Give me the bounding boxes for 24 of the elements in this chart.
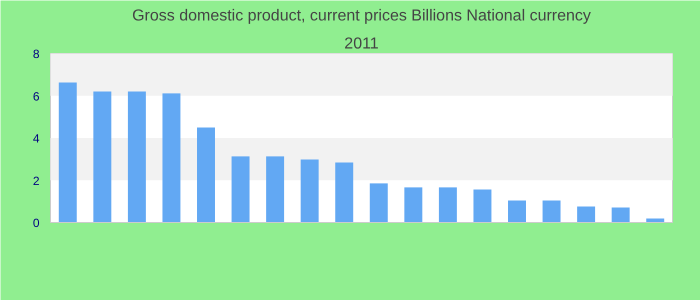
bar: [542, 200, 561, 222]
bar: [128, 92, 146, 222]
bar: [58, 82, 77, 222]
bar: [335, 162, 354, 222]
bar: [404, 187, 422, 222]
y-tick-label: 8: [32, 47, 40, 61]
bar: [300, 160, 319, 222]
bar: [232, 156, 250, 222]
bar: [162, 93, 180, 222]
bar: [370, 183, 388, 222]
bar: [473, 190, 492, 222]
y-tick-label: 4: [32, 132, 40, 146]
bar: [577, 206, 596, 222]
y-tick-label: 0: [32, 216, 40, 230]
bar: [266, 156, 284, 222]
bar: [438, 187, 457, 222]
chart-subtitle: 2011: [344, 36, 379, 52]
chart-title: Gross domestic product, current prices Billions National currency: [132, 8, 591, 24]
y-tick-label: 2: [32, 174, 40, 188]
bar: [612, 208, 630, 222]
bar: [197, 127, 215, 222]
bar: [508, 200, 526, 222]
y-tick-label: 6: [32, 89, 40, 104]
bar: [93, 92, 112, 222]
